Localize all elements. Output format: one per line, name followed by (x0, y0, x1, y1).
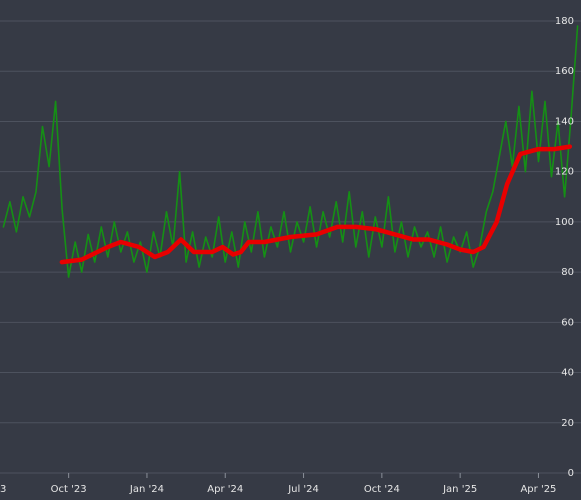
y-tick-label: 40 (561, 368, 574, 379)
x-tick-label: Apr '25 (520, 484, 556, 495)
x-tick-label: Jan '25 (442, 484, 477, 495)
y-tick-label: 160 (555, 66, 574, 77)
y-tick-label: 0 (568, 468, 574, 479)
x-tick-label: Oct '24 (364, 484, 400, 495)
x-tick-label: Apr '24 (207, 484, 243, 495)
data-line (2, 25, 579, 278)
y-tick-label: 20 (561, 418, 574, 429)
data-line (59, 144, 573, 265)
x-tick-label: Jan '24 (129, 484, 164, 495)
y-tick-label: 120 (555, 167, 574, 178)
x-tick-label: 3 (0, 484, 6, 495)
x-tick-label: Jul '24 (287, 484, 319, 495)
y-tick-label: 140 (555, 116, 574, 127)
y-tick-label: 100 (555, 217, 574, 228)
y-tick-label: 180 (555, 16, 574, 27)
y-tick-label: 60 (561, 317, 574, 328)
y-tick-label: 80 (561, 267, 574, 278)
x-tick-label: Oct '23 (51, 484, 87, 495)
